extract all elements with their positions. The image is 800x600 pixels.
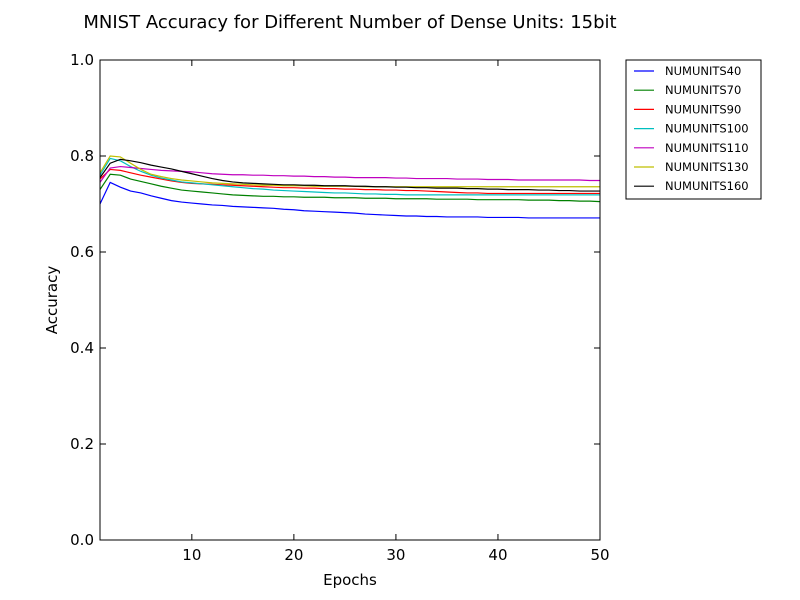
x-tick-label: 40 bbox=[488, 546, 507, 564]
legend-item: NUMUNITS110 bbox=[634, 141, 749, 155]
legend-item: NUMUNITS40 bbox=[634, 64, 741, 78]
legend-label: NUMUNITS100 bbox=[665, 122, 749, 136]
series-line-numunits160 bbox=[99, 158, 600, 192]
x-tick-label: 20 bbox=[284, 546, 303, 564]
x-tick-label: 50 bbox=[590, 546, 609, 564]
x-axis-label: Epochs bbox=[323, 571, 377, 589]
y-tick-label: 0.8 bbox=[70, 147, 94, 165]
series-line-numunits70 bbox=[99, 173, 601, 203]
legend-item: NUMUNITS90 bbox=[634, 102, 741, 116]
legend: NUMUNITS40 NUMUNITS70 NUMUNITS90 NUMUNITS10… bbox=[625, 59, 762, 200]
x-tick-label: 10 bbox=[182, 546, 201, 564]
legend-item: NUMUNITS130 bbox=[634, 160, 749, 174]
series-line-numunits40 bbox=[99, 181, 600, 219]
legend-label: NUMUNITS160 bbox=[665, 179, 749, 193]
legend-label: NUMUNITS90 bbox=[665, 102, 741, 116]
chart-title: MNIST Accuracy for Different Number of D… bbox=[83, 12, 616, 33]
plot-lines bbox=[99, 155, 601, 219]
y-tick-label: 0.0 bbox=[70, 531, 94, 549]
legend-label: NUMUNITS130 bbox=[665, 160, 749, 174]
legend-item: NUMUNITS100 bbox=[634, 122, 749, 136]
legend-item: NUMUNITS160 bbox=[634, 179, 749, 193]
plot-frame bbox=[99, 59, 601, 541]
y-tick-label: 0.4 bbox=[70, 339, 94, 357]
series-line-numunits100 bbox=[99, 157, 600, 196]
legend-frame bbox=[625, 59, 762, 200]
y-tick-label: 0.6 bbox=[70, 243, 94, 261]
legend-label: NUMUNITS40 bbox=[665, 64, 741, 78]
axis-ticks: 10 20 30 40 50 0.0 0.2 0.4 0.6 0.8 1.0 bbox=[70, 51, 609, 564]
legend-label: NUMUNITS70 bbox=[665, 83, 741, 97]
series-line-numunits110 bbox=[99, 165, 600, 183]
x-tick-label: 30 bbox=[386, 546, 405, 564]
y-tick-label: 1.0 bbox=[70, 51, 94, 69]
legend-label: NUMUNITS110 bbox=[665, 141, 749, 155]
y-axis-label: Accuracy bbox=[43, 266, 61, 335]
y-tick-label: 0.2 bbox=[70, 435, 94, 453]
legend-item: NUMUNITS70 bbox=[634, 83, 741, 97]
